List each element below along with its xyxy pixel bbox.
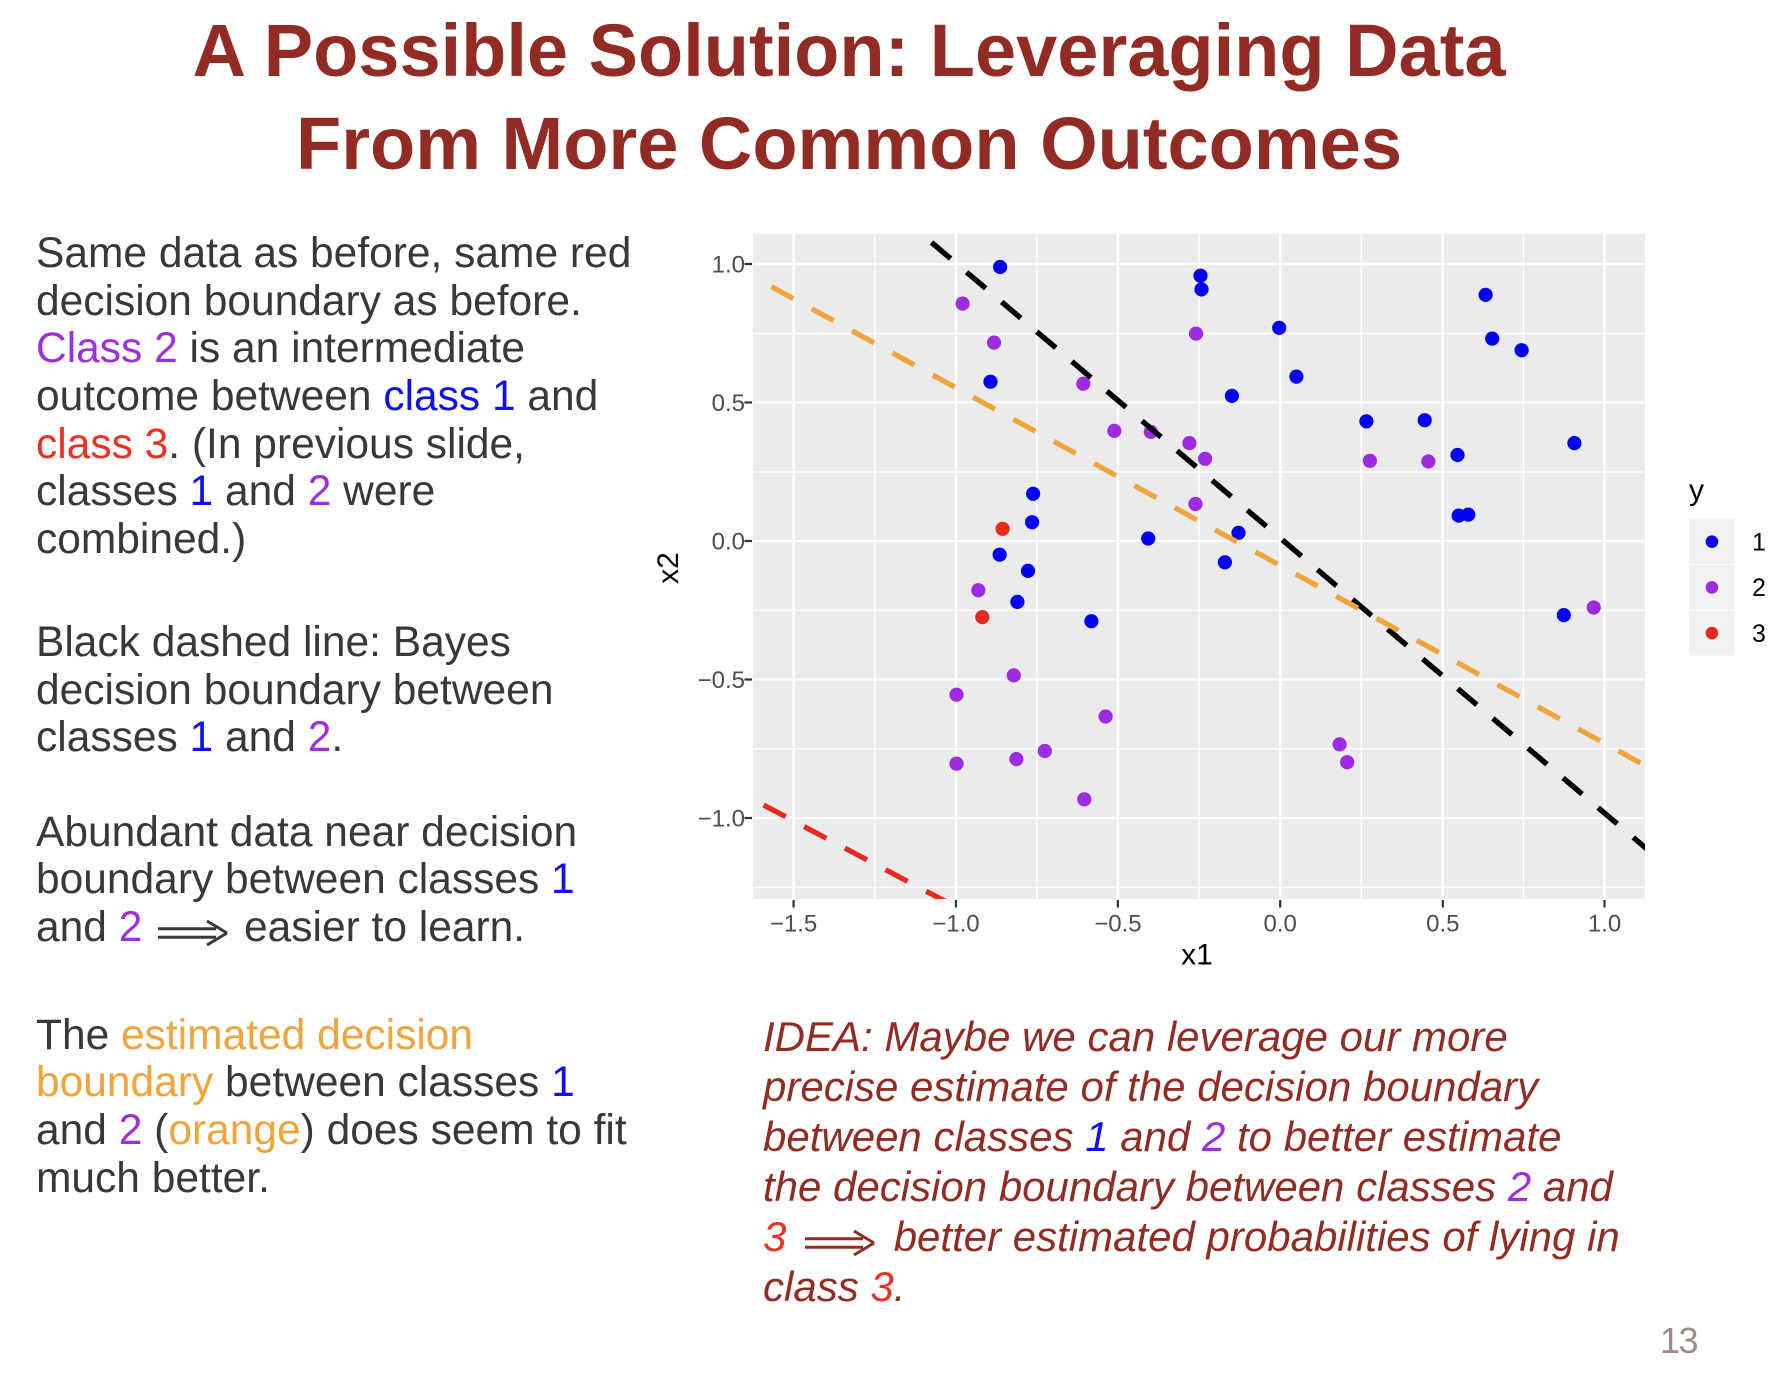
svg-text:y: y: [1689, 474, 1704, 507]
svg-text:0.5: 0.5: [712, 390, 745, 417]
svg-text:1.0: 1.0: [712, 252, 745, 279]
svg-text:1.0: 1.0: [1588, 911, 1621, 938]
svg-text:−0.5: −0.5: [1094, 911, 1141, 938]
svg-text:2: 2: [1752, 574, 1766, 602]
svg-text:0.0: 0.0: [1264, 911, 1297, 938]
svg-text:0.0: 0.0: [712, 529, 745, 556]
svg-text:−1.0: −1.0: [932, 911, 979, 938]
svg-text:x2: x2: [652, 552, 685, 584]
svg-text:0.5: 0.5: [1426, 911, 1459, 938]
svg-text:3: 3: [1752, 620, 1766, 648]
svg-text:−1.5: −1.5: [770, 911, 817, 938]
svg-text:x1: x1: [1181, 939, 1213, 972]
svg-text:−0.5: −0.5: [698, 667, 745, 694]
svg-text:1: 1: [1752, 529, 1766, 557]
svg-text:−1.0: −1.0: [698, 806, 745, 833]
